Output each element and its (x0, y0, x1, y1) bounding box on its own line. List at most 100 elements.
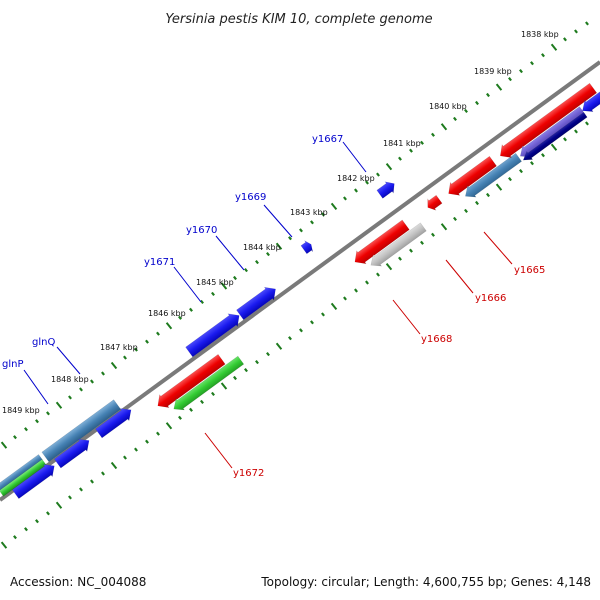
scale-label: 1840 kbp (429, 102, 467, 111)
leader-y1666 (445, 259, 474, 294)
tick-mark (288, 236, 292, 241)
tick-mark (255, 260, 259, 265)
tick-mark (486, 92, 490, 98)
gene-feature-glnQ-blue (95, 408, 132, 439)
tick-mark (266, 352, 270, 357)
leader-y1672 (204, 432, 233, 469)
leader-y1671 (173, 266, 202, 303)
label-leaders (23, 141, 513, 469)
gene-label-y1666: y1666 (475, 293, 506, 304)
gene-feature-y1668 (354, 219, 410, 265)
tick-mark (299, 228, 303, 233)
gene-feature-y1668-gray (370, 222, 427, 267)
gene-feature-y1665 (448, 155, 497, 196)
gene-label-y1669: y1669 (235, 192, 266, 203)
leader-y1668 (392, 299, 421, 335)
tick-mark (550, 143, 558, 151)
tick-mark (519, 69, 523, 74)
tick-mark (13, 435, 17, 440)
tick-mark (541, 53, 545, 58)
outer-tick-track (0, 21, 589, 449)
gene-feature-y1670 (236, 286, 276, 321)
tick-mark (321, 312, 325, 317)
tick-mark (275, 342, 283, 350)
tick-mark (55, 401, 63, 409)
scale-labels: 1838 kbp 1839 kbp 1840 kbp 1841 kbp 1842… (2, 30, 559, 415)
tick-mark (563, 137, 567, 142)
gene-label-y1671: y1671 (144, 257, 175, 268)
tick-mark (420, 140, 424, 145)
tick-mark (508, 177, 512, 182)
tick-mark (354, 188, 358, 193)
accession-text: Accession: NC_004088 (10, 575, 147, 589)
scale-label: 1847 kbp (100, 343, 138, 352)
tick-mark (200, 399, 204, 404)
gene-labels: y1667 y1669 y1670 y1671 glnQ glnP y1665 … (2, 134, 545, 479)
tick-mark (495, 83, 503, 91)
tick-mark (220, 282, 228, 290)
tick-mark (244, 368, 248, 373)
tick-mark (453, 116, 457, 121)
leader-y1670 (215, 235, 245, 271)
gene-features (0, 70, 600, 499)
tick-mark (299, 328, 303, 333)
tick-mark (46, 411, 50, 416)
tick-mark (585, 121, 589, 126)
leader-y1665 (483, 231, 513, 265)
tick-mark (123, 355, 127, 360)
feature-frame (0, 70, 600, 499)
tick-mark (486, 192, 490, 198)
inner-tick-track (0, 121, 589, 549)
tick-mark (211, 291, 215, 296)
gene-label-glnQ: glnQ (32, 337, 55, 348)
scale-label: 1839 kbp (474, 67, 512, 76)
tick-mark (365, 280, 369, 285)
tick-mark (409, 148, 413, 153)
tick-mark (376, 272, 380, 277)
tick-mark (178, 315, 182, 320)
tick-mark (354, 288, 358, 293)
tick-mark (541, 153, 545, 158)
gene-feature-y1672 (157, 354, 226, 408)
tick-mark (79, 387, 83, 392)
scale-label: 1844 kbp (243, 243, 281, 252)
tick-mark (530, 61, 534, 66)
tick-mark (376, 172, 380, 177)
gene-feature-glnQ-b2 (53, 438, 90, 469)
tick-mark (46, 511, 50, 516)
tick-mark (90, 479, 94, 484)
tick-mark (110, 361, 118, 370)
tick-mark (156, 331, 160, 336)
tick-mark (475, 200, 479, 206)
tick-mark (530, 161, 534, 166)
gene-feature-y1665-steel (465, 152, 522, 198)
tick-mark (178, 415, 182, 420)
scale-label: 1849 kbp (2, 406, 40, 415)
tick-mark (266, 252, 270, 257)
tick-mark (310, 220, 314, 225)
tick-mark (13, 535, 17, 540)
tick-mark (574, 29, 578, 34)
gene-feature-y1665b (500, 82, 598, 158)
tick-mark (165, 422, 173, 430)
tick-mark (585, 21, 589, 26)
tick-mark (68, 495, 72, 500)
tick-mark (508, 77, 512, 82)
tick-mark (431, 132, 435, 137)
gene-label-y1668: y1668 (421, 334, 452, 345)
tick-mark (220, 382, 228, 390)
gene-label-y1670: y1670 (186, 225, 217, 236)
tick-mark (288, 336, 292, 341)
leader-glnP (23, 369, 49, 405)
scale-label: 1846 kbp (148, 309, 186, 318)
tick-mark (68, 395, 72, 400)
tick-mark (475, 100, 479, 106)
tick-mark (233, 275, 237, 281)
tick-mark (110, 461, 118, 470)
tick-mark (275, 242, 283, 250)
tick-mark (420, 240, 424, 245)
tick-mark (0, 441, 8, 449)
tick-mark (55, 501, 63, 509)
gene-feature-y1669 (300, 240, 313, 255)
